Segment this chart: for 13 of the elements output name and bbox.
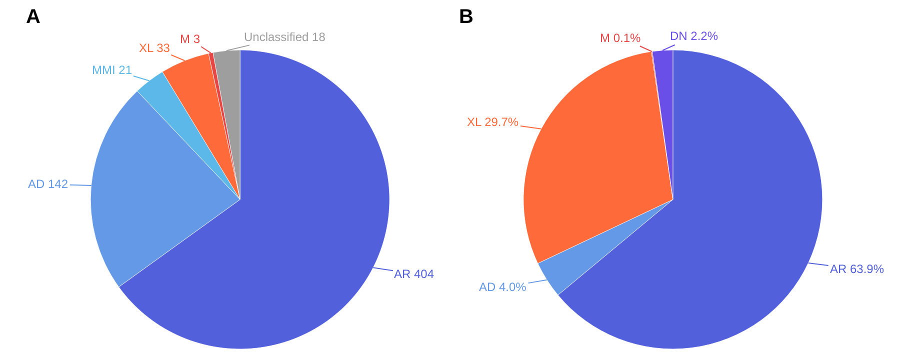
slice-label: Unclassified 18	[244, 30, 326, 44]
slice-label: AD 4.0%	[479, 280, 527, 294]
slice-label: AR 63.9%	[830, 262, 884, 276]
chart-title: A	[26, 6, 40, 28]
slice-label: XL 33	[139, 41, 170, 55]
slice-label: DN 2.2%	[670, 29, 718, 43]
slice-label: MMI 21	[92, 63, 132, 77]
slice-label: XL 29.7%	[467, 115, 519, 129]
slice-label: AR 404	[394, 267, 434, 281]
slice-label: M 0.1%	[600, 31, 642, 45]
slice-label: AD 142	[28, 177, 68, 191]
chart-title: B	[459, 6, 474, 28]
slice-label: M 3	[180, 32, 200, 46]
